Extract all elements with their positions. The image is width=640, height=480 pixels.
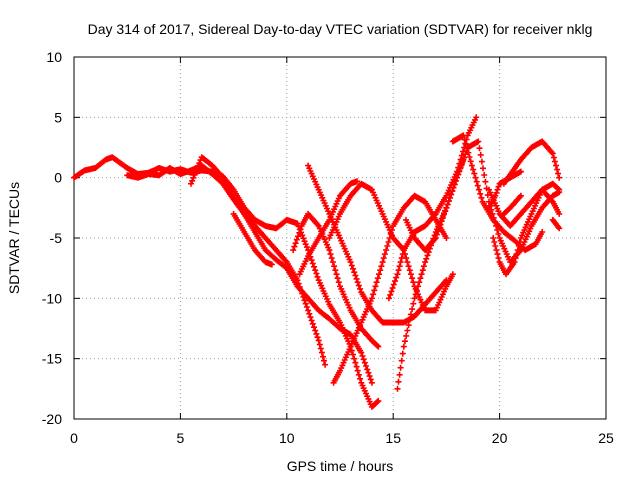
y-tick-label: 5 — [54, 109, 62, 125]
data-series — [71, 114, 563, 410]
data-series-arc-2 — [124, 162, 329, 368]
series-markers — [449, 132, 546, 254]
y-tick-label: -15 — [42, 351, 62, 367]
x-axis-label: GPS time / hours — [287, 458, 394, 474]
series-markers — [326, 180, 456, 314]
y-tick-label: 0 — [54, 170, 62, 186]
x-tick-label: 0 — [70, 430, 78, 446]
series-markers — [486, 180, 563, 229]
series-markers — [230, 210, 275, 268]
data-series-arc-4 — [230, 210, 275, 268]
series-markers — [124, 162, 329, 368]
data-series-arc-13 — [449, 132, 546, 254]
x-tick-label: 15 — [385, 430, 401, 446]
y-axis-label: SDTVAR / TECUs — [6, 182, 22, 294]
x-tick-label: 5 — [177, 430, 185, 446]
data-series-arc-10 — [326, 180, 456, 314]
y-tick-label: -10 — [42, 290, 62, 306]
data-series-arc-7 — [296, 178, 360, 278]
data-series-arc-12 — [403, 138, 563, 266]
axis-ticks: 0 5 10 15 20 25 10 5 0 -5 -10 -15 -20 — [42, 49, 614, 446]
y-tick-label: 10 — [46, 49, 62, 65]
series-markers — [486, 168, 524, 217]
data-series-arc-17 — [486, 168, 524, 217]
series-markers — [403, 138, 563, 266]
chart-title: Day 314 of 2017, Sidereal Day-to-day VTE… — [88, 21, 593, 37]
data-series-arc-18 — [549, 216, 563, 232]
x-tick-label: 10 — [279, 430, 295, 446]
y-tick-label: -20 — [42, 411, 62, 427]
series-markers — [188, 154, 375, 386]
data-series-arc-14 — [486, 180, 563, 229]
data-series-arc-15 — [490, 186, 563, 278]
y-tick-label: -5 — [50, 230, 63, 246]
x-tick-label: 25 — [598, 430, 614, 446]
data-series-arc-3 — [188, 154, 375, 386]
x-tick-label: 20 — [492, 430, 508, 446]
series-markers — [296, 178, 360, 278]
series-markers — [490, 186, 563, 278]
series-markers — [549, 216, 563, 232]
